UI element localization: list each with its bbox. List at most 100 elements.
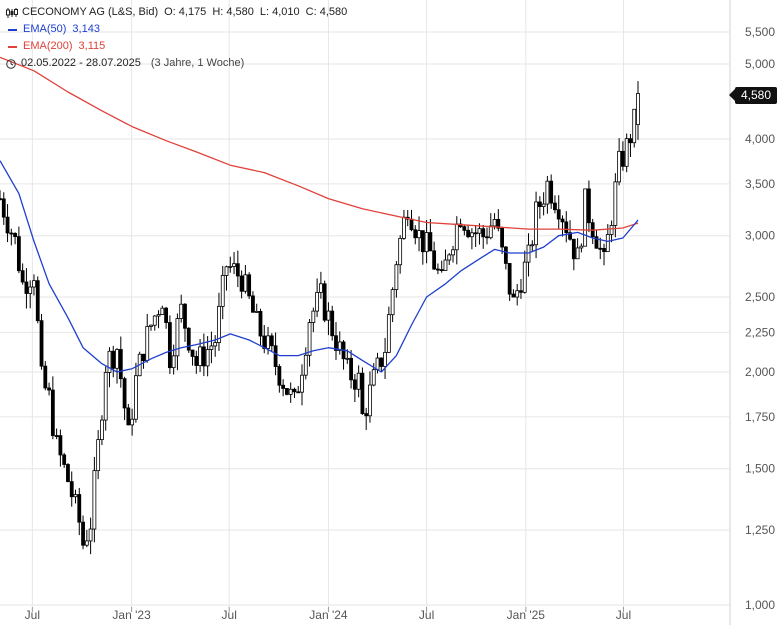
candle[interactable] — [103, 366, 108, 431]
candle[interactable] — [224, 265, 229, 291]
candle[interactable] — [134, 362, 138, 423]
candle[interactable] — [386, 306, 391, 354]
candle[interactable] — [9, 228, 14, 246]
candle[interactable] — [428, 219, 433, 252]
candle[interactable] — [311, 307, 316, 333]
candle[interactable] — [511, 289, 516, 298]
candle[interactable] — [39, 313, 44, 370]
candle[interactable] — [458, 218, 463, 228]
candle[interactable] — [269, 333, 274, 352]
candle[interactable] — [364, 407, 369, 431]
candle[interactable] — [96, 430, 101, 480]
candle[interactable] — [352, 374, 357, 402]
candle[interactable] — [20, 263, 25, 285]
candle[interactable] — [28, 280, 33, 309]
candle[interactable] — [515, 284, 520, 306]
candle[interactable] — [239, 270, 244, 299]
candle[interactable] — [152, 315, 157, 331]
candle[interactable] — [398, 235, 403, 274]
candle[interactable] — [564, 211, 569, 243]
candle[interactable] — [575, 238, 580, 260]
legend-ema50-row[interactable]: EMA(50) 3,143 — [6, 21, 347, 38]
candle[interactable] — [115, 348, 119, 384]
candle[interactable] — [432, 241, 437, 270]
candle[interactable] — [209, 331, 214, 364]
candle[interactable] — [194, 350, 199, 374]
candle[interactable] — [485, 227, 489, 245]
candlestick-icon[interactable] — [6, 7, 18, 18]
candle[interactable] — [500, 226, 504, 254]
candle[interactable] — [587, 180, 591, 233]
candle[interactable] — [360, 367, 365, 415]
candle[interactable] — [5, 204, 10, 243]
candle[interactable] — [213, 335, 218, 357]
candle[interactable] — [609, 220, 614, 243]
candle[interactable] — [35, 276, 40, 324]
candle[interactable] — [167, 315, 172, 374]
candle[interactable] — [322, 280, 327, 323]
candle[interactable] — [337, 331, 342, 355]
candle[interactable] — [443, 249, 448, 271]
candle[interactable] — [118, 336, 123, 388]
candle[interactable] — [598, 237, 603, 260]
candle[interactable] — [390, 287, 395, 323]
candle[interactable] — [534, 191, 538, 259]
candle[interactable] — [179, 294, 184, 323]
candle[interactable] — [254, 303, 259, 313]
candle[interactable] — [326, 302, 331, 336]
candle[interactable] — [602, 243, 606, 266]
candle[interactable] — [549, 174, 554, 209]
candle[interactable] — [541, 192, 546, 216]
candle[interactable] — [251, 291, 255, 313]
candle[interactable] — [420, 230, 425, 265]
candle[interactable] — [296, 385, 301, 394]
candle[interactable] — [232, 252, 236, 275]
candle[interactable] — [47, 382, 51, 396]
candle[interactable] — [58, 429, 63, 467]
candle[interactable] — [368, 371, 372, 423]
candle[interactable] — [92, 456, 97, 543]
candle[interactable] — [447, 253, 452, 265]
candle[interactable] — [175, 313, 180, 371]
candle[interactable] — [413, 225, 418, 245]
candle[interactable] — [50, 376, 55, 440]
candle[interactable] — [164, 306, 169, 329]
candle[interactable] — [624, 133, 629, 173]
candle[interactable] — [409, 209, 414, 232]
candle[interactable] — [73, 489, 78, 504]
candle[interactable] — [545, 175, 550, 214]
candle[interactable] — [262, 325, 267, 354]
candle[interactable] — [84, 529, 89, 548]
candle[interactable] — [77, 487, 82, 536]
legend-ema200-row[interactable]: EMA(200) 3,115 — [6, 38, 347, 55]
candle[interactable] — [481, 224, 486, 249]
candle[interactable] — [462, 224, 467, 236]
candle[interactable] — [149, 324, 153, 331]
candle[interactable] — [605, 224, 610, 253]
candle[interactable] — [466, 225, 471, 239]
candle[interactable] — [473, 225, 478, 247]
candle[interactable] — [330, 305, 335, 341]
candle[interactable] — [454, 216, 459, 265]
candle[interactable] — [24, 268, 29, 309]
candle[interactable] — [632, 108, 637, 148]
candle[interactable] — [424, 219, 429, 264]
candle[interactable] — [285, 388, 289, 396]
candle[interactable] — [160, 305, 165, 315]
candle[interactable] — [69, 471, 74, 507]
candle[interactable] — [303, 347, 308, 380]
candle[interactable] — [111, 345, 116, 378]
candle[interactable] — [186, 327, 191, 353]
candle[interactable] — [145, 313, 150, 363]
candle[interactable] — [81, 515, 85, 550]
candle[interactable] — [334, 322, 338, 360]
candle[interactable] — [16, 226, 21, 274]
candle[interactable] — [300, 364, 304, 406]
candle[interactable] — [451, 245, 455, 263]
candle[interactable] — [553, 195, 557, 214]
candle[interactable] — [66, 463, 70, 483]
candle[interactable] — [530, 240, 535, 251]
candle[interactable] — [379, 357, 384, 372]
candle[interactable] — [243, 264, 248, 294]
candle[interactable] — [277, 364, 282, 393]
